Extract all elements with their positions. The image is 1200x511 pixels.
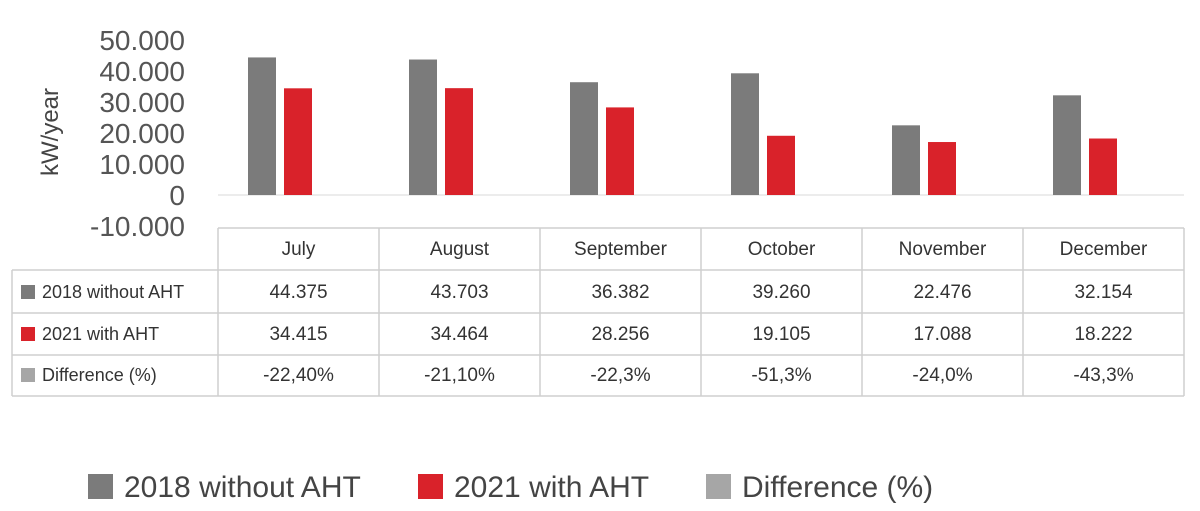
y-tick-label: 30.000: [99, 87, 185, 118]
legend-swatch: [88, 474, 113, 499]
table-cell: 17.088: [913, 324, 971, 345]
legend-entry: Difference (%): [742, 471, 933, 504]
y-tick-label: 10.000: [99, 149, 185, 180]
bar-y2018-december: [1053, 95, 1081, 195]
column-header: December: [1060, 239, 1148, 260]
bar-y2018-october: [731, 73, 759, 195]
row-swatch: [21, 327, 35, 341]
bar-y2021-december: [1089, 138, 1117, 195]
column-header: August: [430, 239, 490, 260]
table-cell: 22.476: [913, 282, 971, 303]
legend-entry: 2021 with AHT: [454, 471, 649, 504]
y-axis-label: kW/year: [37, 88, 64, 176]
y-tick-label: 0: [169, 180, 185, 211]
table-cell: -43,3%: [1073, 365, 1133, 386]
y-tick-label: 20.000: [99, 118, 185, 149]
bar-y2018-july: [248, 57, 276, 195]
row-swatch: [21, 368, 35, 382]
table-cell: -24,0%: [912, 365, 972, 386]
table-cell: -22,40%: [263, 365, 334, 386]
bar-y2018-august: [409, 59, 437, 196]
bars: [248, 57, 1117, 196]
bar-y2021-september: [606, 107, 634, 195]
y-tick-label: -10.000: [90, 211, 185, 242]
column-header: November: [899, 239, 987, 260]
table-cell: 34.464: [430, 324, 489, 345]
column-header: October: [748, 239, 816, 260]
table-cell: 32.154: [1074, 282, 1133, 303]
legend-swatch: [706, 474, 731, 499]
bar-y2021-october: [767, 135, 795, 195]
row-label: 2021 with AHT: [42, 324, 159, 344]
column-header: July: [282, 239, 316, 260]
table-cell: -51,3%: [751, 365, 811, 386]
row-label: Difference (%): [42, 365, 157, 385]
column-header: September: [574, 239, 668, 260]
data-table: July August September October November Decemb…: [11, 227, 1185, 397]
table-cell: 43.703: [430, 282, 488, 303]
legend-swatch: [418, 474, 443, 499]
table-cell: 44.375: [269, 282, 327, 303]
bar-y2021-november: [928, 142, 956, 195]
table-cell: 28.256: [591, 324, 649, 345]
table-cell: 34.415: [269, 324, 327, 345]
table-cell: 18.222: [1074, 324, 1132, 345]
bar-y2018-september: [570, 82, 598, 195]
table-cell: -21,10%: [424, 365, 495, 386]
table-cell: 39.260: [752, 282, 810, 303]
legend-entry: 2018 without AHT: [124, 471, 361, 504]
bar-y2021-july: [284, 88, 312, 195]
row-label: 2018 without AHT: [42, 282, 184, 302]
row-swatch: [21, 285, 35, 299]
table-cell: -22,3%: [590, 365, 650, 386]
table-cell: 36.382: [591, 282, 649, 303]
legend: 2018 without AHT 2021 with AHT Difference …: [88, 471, 933, 504]
y-tick-label: 50.000: [99, 25, 185, 56]
bar-y2018-november: [892, 125, 920, 195]
bar-y2021-august: [445, 88, 473, 195]
y-tick-label: 40.000: [99, 56, 185, 87]
table-cell: 19.105: [752, 324, 810, 345]
